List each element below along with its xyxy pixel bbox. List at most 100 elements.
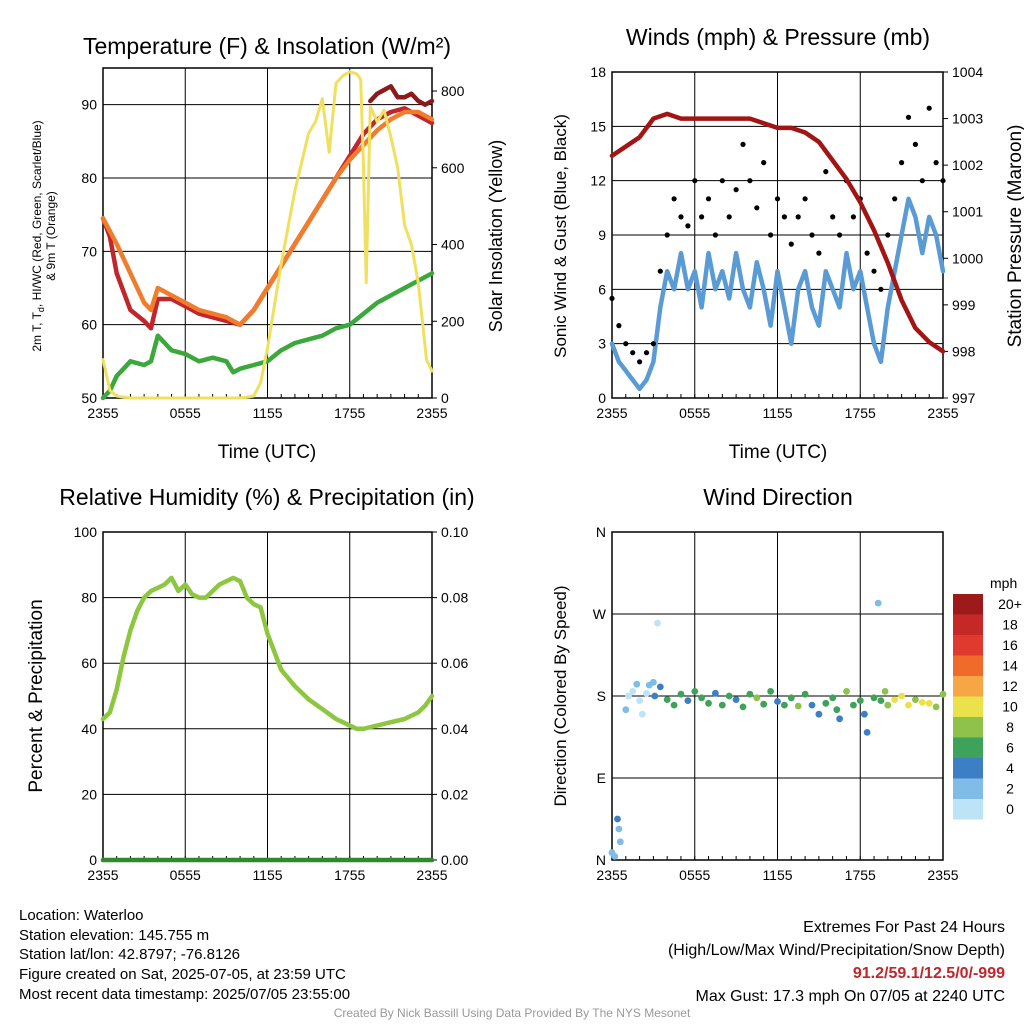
p4-point-25 <box>718 701 726 709</box>
p4-point-52 <box>881 688 889 695</box>
p2-series-1-point-30 <box>816 250 822 256</box>
p2-x-tick-0: 2355 <box>596 405 627 421</box>
p1-y-tick-0: 50 <box>81 390 97 406</box>
p2-series-1-point-17 <box>726 214 732 220</box>
p4-point-44 <box>843 688 850 695</box>
p2-series-1-point-2 <box>623 341 629 347</box>
direction-panel: Wind Direction Direction (Colored By Spe… <box>551 484 1022 883</box>
extremes-values: 91.2/59.1/12.5/0/-999 <box>852 965 1005 982</box>
temperature-title: Temperature (F) & Insolation (W/m²) <box>83 33 451 59</box>
credit-line: Created By Nick Bassill Using Data Provi… <box>333 1006 691 1020</box>
legend-label-9: 2 <box>1006 781 1014 797</box>
legend-label-0: 20+ <box>998 596 1022 612</box>
direction-title: Wind Direction <box>703 484 853 510</box>
legend-label-2: 16 <box>1002 637 1018 653</box>
p2-series-1-point-21 <box>754 205 760 211</box>
p3-series-0-line <box>100 575 435 732</box>
p1-y-tick-1: 60 <box>81 317 97 333</box>
temperature-left-label-part2: , HI/WC (Red, Green, Scarlet/Blue) <box>30 120 44 307</box>
p2-series-1-point-33 <box>837 232 843 238</box>
p1-series-3-line <box>100 271 435 401</box>
p4-point-61 <box>939 690 947 698</box>
p3-x-tick-2: 1155 <box>252 867 282 883</box>
p4-point-35 <box>787 694 795 702</box>
p4-point-4 <box>616 838 624 846</box>
p2-x-tick-4: 2355 <box>927 405 958 421</box>
p4-point-21 <box>691 688 699 695</box>
p2-series-1-point-18 <box>733 187 739 193</box>
p2-series-1-point-5 <box>643 350 650 356</box>
p1-y-tick-3: 80 <box>81 170 97 186</box>
p2-series-1-point-35 <box>850 214 857 220</box>
p2-y2-tick-5: 1002 <box>952 157 983 173</box>
p4-y-tick-1: E <box>597 770 606 786</box>
station-info: Location: Waterloo Station elevation: 14… <box>19 906 350 1005</box>
p4-point-29 <box>746 690 754 698</box>
p4-point-9 <box>636 697 643 704</box>
legend-swatch-10 <box>953 799 983 820</box>
p4-point-55 <box>898 692 905 700</box>
p4-point-60 <box>932 703 940 711</box>
p2-series-1-point-47 <box>933 160 939 166</box>
legend-swatch-9 <box>953 778 983 799</box>
p4-point-23 <box>705 699 712 707</box>
p4-point-48 <box>863 729 871 736</box>
p1-series-4-line <box>101 70 434 400</box>
p4-point-19 <box>677 690 685 698</box>
p1-y2-tick-0: 0 <box>441 390 449 406</box>
p3-y-tick-5: 100 <box>74 524 98 540</box>
direction-left-label: Direction (Colored By Speed) <box>551 585 570 806</box>
p2-series-1-point-44 <box>912 141 919 147</box>
legend-swatch-4 <box>953 676 983 697</box>
p3-y-tick-3: 60 <box>81 655 97 671</box>
legend-swatch-7 <box>953 737 983 758</box>
p1-y2-tick-3: 600 <box>441 160 465 176</box>
p2-series-0-line <box>609 196 946 392</box>
p4-point-3 <box>615 825 623 833</box>
p4-point-30 <box>753 694 761 702</box>
p4-point-11 <box>643 689 650 697</box>
p2-series-1-point-25 <box>781 214 788 220</box>
p2-series-1-point-0 <box>609 295 615 301</box>
p4-point-20 <box>684 697 692 704</box>
temperature-left-label-sub: d <box>36 307 46 312</box>
p3-y2-tick-0: 0.00 <box>441 852 468 868</box>
p4-point-58 <box>918 699 926 706</box>
p1-y-tick-4: 90 <box>81 97 97 113</box>
p2-y-tick-6: 18 <box>590 64 606 80</box>
p3-y2-tick-1: 0.02 <box>441 786 468 802</box>
p1-y-tick-2: 70 <box>81 243 97 259</box>
station-elevation: Station elevation: 145.755 m <box>19 926 210 944</box>
p2-y-tick-2: 6 <box>598 281 606 297</box>
p4-point-31 <box>760 700 768 708</box>
p1-y2-tick-1: 200 <box>441 313 465 329</box>
p2-series-1-point-15 <box>712 232 719 238</box>
p3-y2-tick-3: 0.06 <box>441 655 468 671</box>
p4-point-18 <box>670 701 678 709</box>
p4-point-41 <box>829 694 837 702</box>
p2-y2-tick-3: 1000 <box>952 250 983 266</box>
p2-series-1-point-7 <box>657 268 663 274</box>
temperature-x-label: Time (UTC) <box>218 442 317 463</box>
p4-x-tick-2: 1155 <box>762 867 792 883</box>
winds-left-label: Sonic Wind & Gust (Blue, Black) <box>551 114 570 358</box>
p2-x-tick-2: 1155 <box>762 405 792 421</box>
p2-y-tick-1: 3 <box>598 336 606 352</box>
p2-series-1-point-19 <box>740 141 746 147</box>
p4-point-14 <box>651 692 659 700</box>
legend-label-10: 0 <box>1006 801 1014 817</box>
p2-series-1-point-9 <box>671 196 677 202</box>
p4-point-32 <box>767 688 774 695</box>
humidity-panel: Relative Humidity (%) & Precipitation (i… <box>26 484 475 883</box>
p4-point-28 <box>739 703 747 711</box>
p2-y2-tick-6: 1003 <box>952 111 983 127</box>
p4-x-tick-4: 2355 <box>927 867 958 883</box>
winds-title: Winds (mph) & Pressure (mb) <box>626 24 930 50</box>
p4-point-13 <box>650 678 657 686</box>
p4-point-26 <box>725 692 733 700</box>
legend-swatch-2 <box>953 635 983 656</box>
p4-point-53 <box>884 701 892 709</box>
recent-timestamp: Most recent data timestamp: 2025/07/05 2… <box>19 985 351 1003</box>
p2-series-1-point-31 <box>823 169 829 175</box>
p2-x-tick-1: 0555 <box>679 405 710 421</box>
